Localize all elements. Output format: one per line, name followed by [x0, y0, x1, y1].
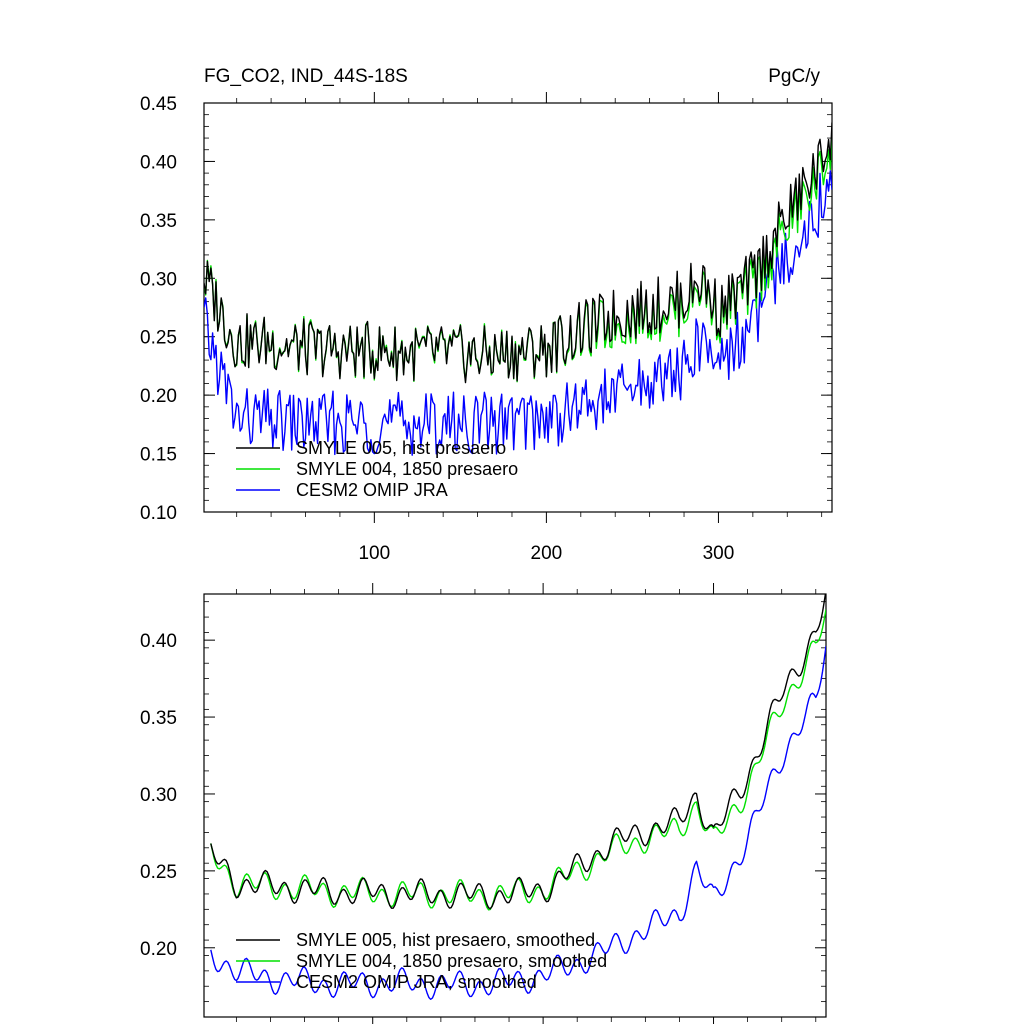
y-tick-label: 0.35 — [140, 708, 177, 729]
x-tick-label: 100 — [358, 543, 390, 564]
y-tick-label: 0.40 — [140, 152, 177, 173]
series-line-omip — [204, 170, 832, 456]
bottom-panel-plot: 0.20 0.25 0.30 0.35 0.40 SMYLE 005, hist pres… — [140, 583, 827, 1024]
figure-units-label: PgC/y — [768, 66, 820, 87]
legend-label: CESM2 OMIP JRA, smoothed — [296, 972, 537, 992]
y-tick-label: 0.10 — [140, 503, 177, 524]
series-line-hist — [210, 594, 826, 910]
plot-frame — [203, 593, 827, 1018]
y-tick-label: 0.20 — [140, 386, 177, 407]
legend-label: SMYLE 005, hist presaero, smoothed — [296, 930, 595, 950]
legend-label: SMYLE 005, hist presaero — [296, 438, 506, 458]
y-tick-label: 0.40 — [140, 631, 177, 652]
series-line-omip — [210, 646, 826, 1000]
y-tick-label: 0.20 — [140, 939, 177, 960]
y-tick-label: 0.30 — [140, 269, 177, 290]
figure-title-left: FG_CO2, IND_44S-18S — [204, 66, 408, 87]
y-tick-label: 0.25 — [140, 862, 177, 883]
y-tick-label: 0.35 — [140, 211, 177, 232]
y-tick-label: 0.25 — [140, 328, 177, 349]
legend-label: CESM2 OMIP JRA — [296, 480, 448, 500]
x-tick-label: 200 — [531, 543, 563, 564]
legend-label: SMYLE 004, 1850 presaero — [296, 459, 518, 479]
x-tick-label: 300 — [703, 543, 735, 564]
series-line-p1850 — [210, 609, 826, 911]
series-line-hist — [204, 122, 832, 384]
legend-label: SMYLE 004, 1850 presaero, smoothed — [296, 951, 607, 971]
top-panel-plot: 0.10 0.15 0.20 0.25 0.30 0.35 0.40 0.45 100 200 30… — [140, 92, 833, 564]
y-tick-label: 0.15 — [140, 445, 177, 466]
y-tick-label: 0.30 — [140, 785, 177, 806]
y-tick-label: 0.45 — [140, 94, 177, 115]
